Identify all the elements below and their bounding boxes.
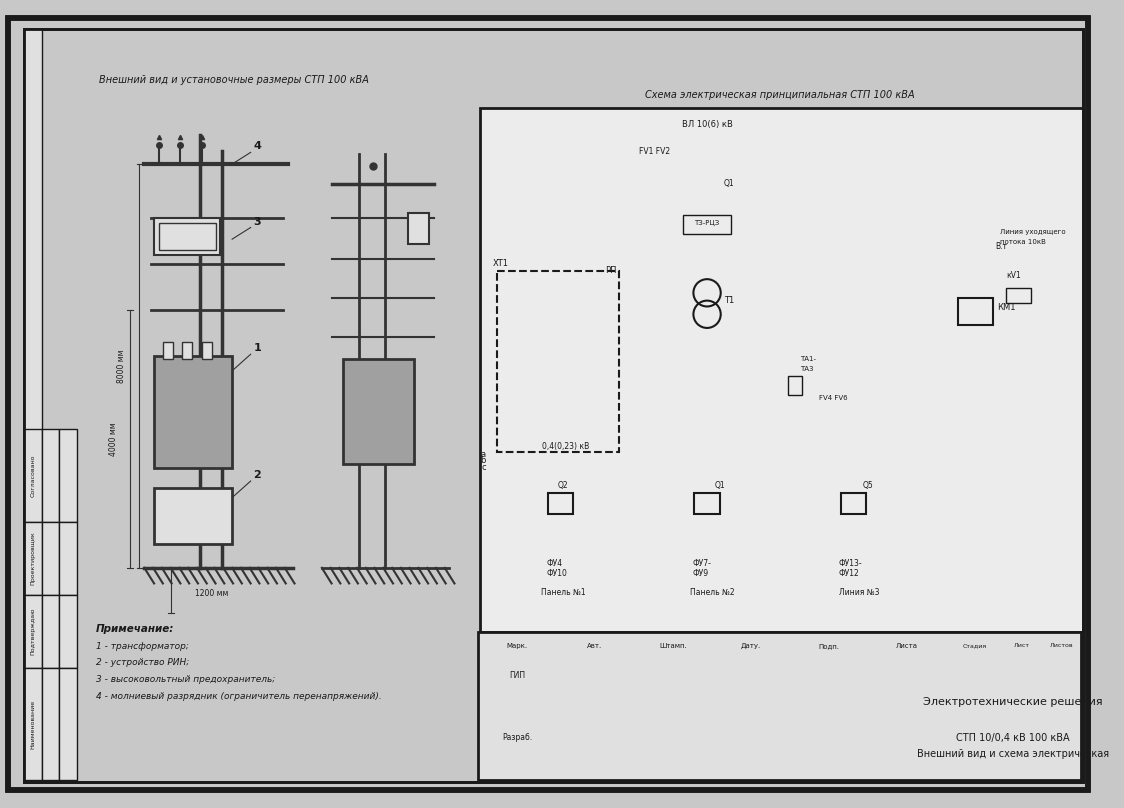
Text: СТП 10/0,4 кВ 100 кВА: СТП 10/0,4 кВ 100 кВА — [957, 733, 1070, 743]
Text: Штамп.: Штамп. — [659, 643, 687, 649]
Text: Т1: Т1 — [724, 296, 734, 305]
Text: 1 - трансформатор;: 1 - трансформатор; — [96, 642, 189, 650]
Bar — [60, 595, 78, 668]
Bar — [158, 222, 216, 250]
Text: ФУ9: ФУ9 — [692, 569, 708, 578]
Text: Стадия: Стадия — [962, 643, 987, 648]
Bar — [841, 493, 865, 514]
Bar — [695, 493, 719, 514]
Bar — [408, 213, 429, 244]
Bar — [25, 595, 42, 668]
Text: 4000 мм: 4000 мм — [109, 423, 118, 456]
Text: ФУ7-: ФУ7- — [692, 559, 711, 568]
Text: ФУ12: ФУ12 — [839, 569, 860, 578]
Text: РП: РП — [605, 267, 616, 276]
Text: 4 - молниевый разрядник (ограничитель перенапряжений).: 4 - молниевый разрядник (ограничитель пе… — [96, 692, 381, 701]
Bar — [42, 522, 60, 595]
Text: потока 10кВ: потока 10кВ — [999, 239, 1045, 245]
Bar — [42, 429, 60, 522]
Text: 2 - устройство РИН;: 2 - устройство РИН; — [96, 659, 189, 667]
Bar — [498, 271, 619, 452]
Text: Внешний вид и схема электрическая: Внешний вид и схема электрическая — [917, 749, 1109, 760]
Text: Листов: Листов — [1050, 643, 1073, 648]
Text: ФУ4: ФУ4 — [546, 559, 562, 568]
Text: FV1 FV2: FV1 FV2 — [638, 147, 670, 156]
Text: Авт.: Авт. — [587, 643, 602, 649]
Bar — [682, 215, 732, 234]
Bar — [202, 342, 211, 359]
Text: 3: 3 — [254, 217, 261, 226]
Bar — [25, 522, 42, 595]
Text: ТА1-: ТА1- — [799, 356, 816, 362]
Bar — [1006, 288, 1031, 302]
Text: b: b — [480, 457, 486, 465]
Text: В.т: В.т — [995, 242, 1007, 251]
Bar — [42, 668, 60, 781]
Text: Линия №3: Линия №3 — [839, 588, 879, 597]
Text: Подтверждаю: Подтверждаю — [30, 608, 36, 655]
Text: 4: 4 — [254, 141, 262, 151]
Bar — [60, 429, 78, 522]
Text: кV1: кV1 — [1006, 271, 1022, 280]
Text: Q5: Q5 — [862, 481, 873, 490]
Bar — [788, 376, 801, 395]
Text: Панель №1: Панель №1 — [542, 588, 586, 597]
Text: Наименование: Наименование — [30, 700, 36, 749]
Bar — [60, 668, 78, 781]
Text: Примечание:: Примечание: — [96, 625, 174, 634]
Text: Марк.: Марк. — [506, 643, 527, 649]
Text: 3 - высоковольтный предохранитель;: 3 - высоковольтный предохранитель; — [96, 675, 275, 684]
Text: ФУ13-: ФУ13- — [839, 559, 862, 568]
Text: а: а — [481, 450, 486, 459]
Text: ВЛ 10(6) кВ: ВЛ 10(6) кВ — [681, 120, 733, 129]
Text: ХТ1: ХТ1 — [492, 259, 508, 268]
Text: Внешний вид и установочные размеры СТП 100 кВА: Внешний вид и установочные размеры СТП 1… — [99, 75, 369, 85]
Text: Дату.: Дату. — [741, 643, 761, 649]
Bar — [480, 107, 1082, 632]
Text: Линия уходящего: Линия уходящего — [999, 229, 1066, 235]
Text: Панель №2: Панель №2 — [690, 588, 735, 597]
Text: Схема электрическая принципиальная СТП 100 кВА: Схема электрическая принципиальная СТП 1… — [645, 90, 915, 100]
Bar — [154, 488, 233, 545]
Bar — [42, 595, 60, 668]
Text: Разраб.: Разраб. — [501, 733, 532, 742]
Text: Q1: Q1 — [724, 179, 734, 187]
Text: КМ1: КМ1 — [997, 303, 1015, 313]
Text: Q2: Q2 — [558, 481, 569, 490]
Bar — [154, 356, 233, 469]
Text: 8000 мм: 8000 мм — [117, 349, 126, 383]
Text: 1200 мм: 1200 мм — [196, 589, 228, 598]
Text: ТЗ-РЦЗ: ТЗ-РЦЗ — [695, 220, 719, 225]
Text: Подп.: Подп. — [818, 643, 840, 649]
Bar — [154, 217, 220, 255]
Bar — [25, 429, 42, 522]
Bar — [182, 342, 192, 359]
Text: Q1: Q1 — [715, 481, 725, 490]
Bar — [958, 297, 992, 325]
Text: ФУ10: ФУ10 — [546, 569, 566, 578]
Text: 0,4(0,23) кВ: 0,4(0,23) кВ — [542, 442, 589, 451]
Text: Проектировщик: Проектировщик — [30, 532, 36, 586]
Bar — [163, 342, 173, 359]
Text: Согласовано: Согласовано — [30, 454, 36, 497]
Text: ТА3: ТА3 — [799, 366, 814, 372]
Bar — [343, 359, 414, 465]
Bar — [478, 632, 1080, 781]
Text: Лист: Лист — [1014, 643, 1030, 648]
Text: с: с — [481, 463, 486, 473]
Text: FV4 FV6: FV4 FV6 — [819, 395, 847, 401]
Text: 1: 1 — [254, 343, 261, 353]
Text: Электротехнические решения: Электротехнические решения — [924, 697, 1103, 708]
Bar — [25, 30, 42, 632]
Text: ГИП: ГИП — [509, 671, 525, 680]
Text: 2: 2 — [254, 470, 261, 480]
Bar — [549, 493, 573, 514]
Bar — [25, 668, 42, 781]
Bar — [60, 522, 78, 595]
Text: Листа: Листа — [896, 643, 918, 649]
